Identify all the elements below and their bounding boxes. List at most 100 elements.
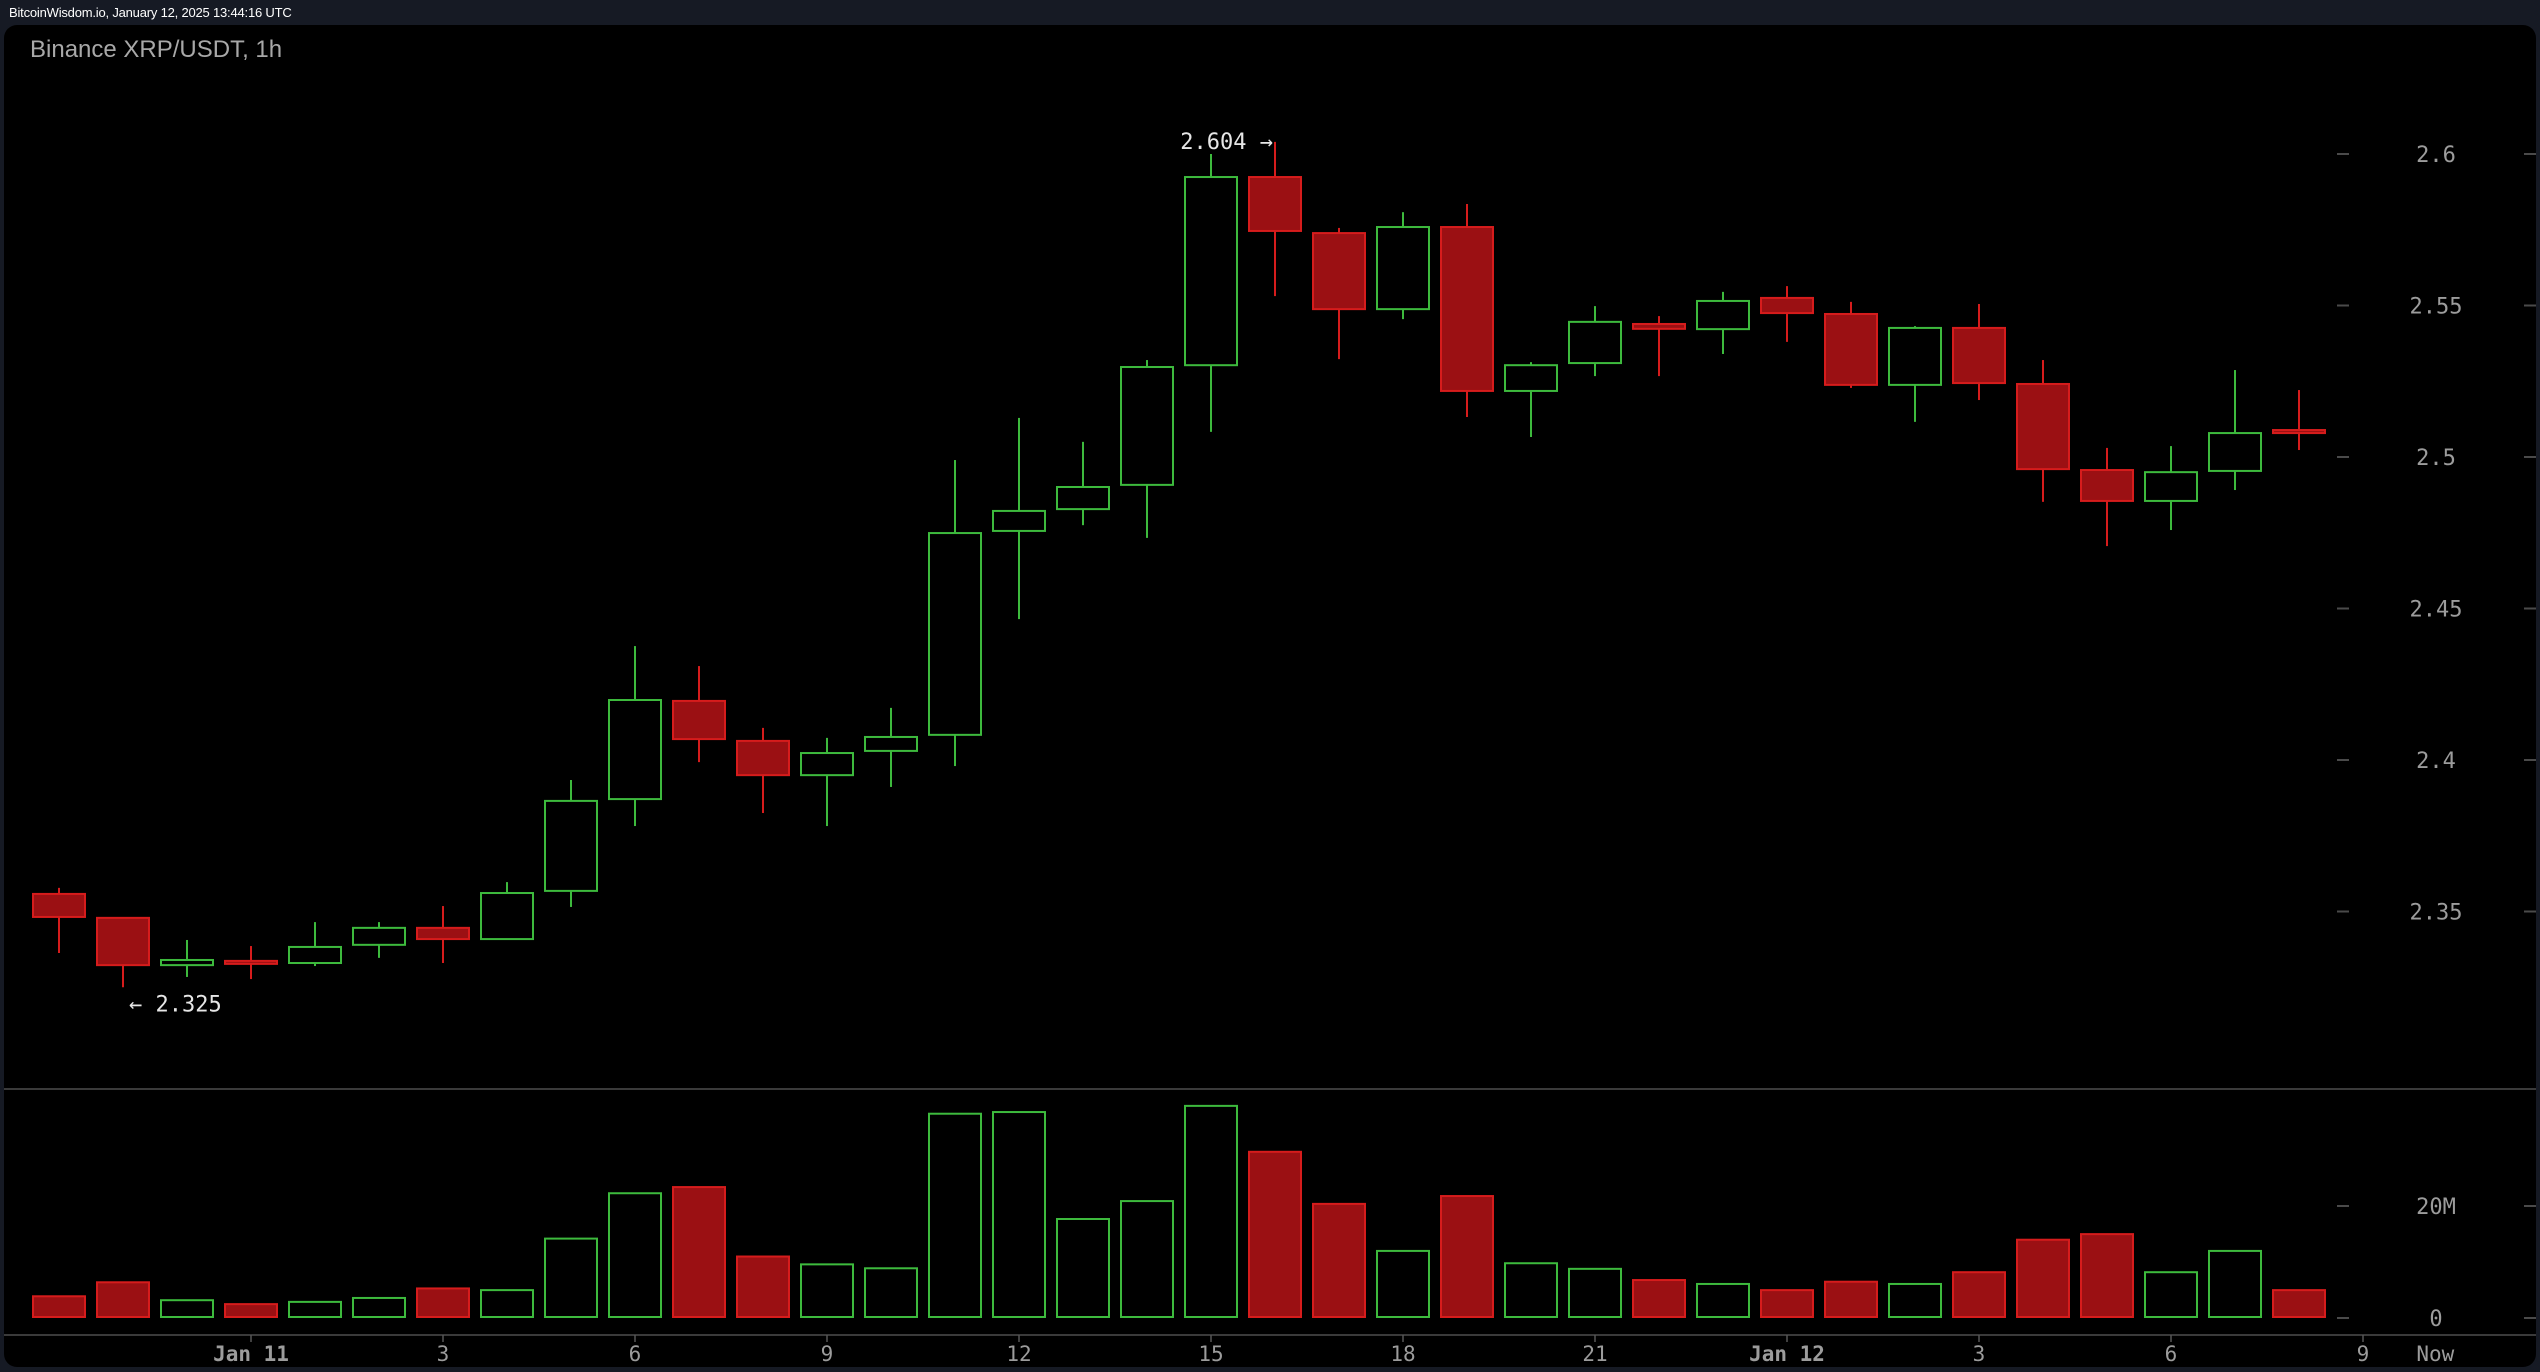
volume-bar-up — [352, 1296, 406, 1318]
volume-bars-layer — [32, 1104, 2326, 1319]
candle-down — [1312, 227, 1366, 360]
candle-down — [1760, 286, 1814, 342]
time-tick-label: 9 — [2357, 1342, 2370, 1366]
candle-down — [736, 727, 790, 814]
candle-down — [1632, 316, 1686, 377]
volume-bar-up — [1120, 1200, 1174, 1318]
volume-bar-down — [1632, 1279, 1686, 1319]
candle-up — [992, 417, 1046, 620]
candle-up — [1376, 212, 1430, 320]
time-tick-label: 6 — [629, 1342, 642, 1366]
candle-up — [1120, 360, 1174, 538]
volume-bar-up — [1504, 1262, 1558, 1318]
time-tick-label: 3 — [1973, 1342, 1986, 1366]
time-axis: Jan 11 3 6 9 12 15 18 21 Jan 12 3 6 9 Now — [213, 1335, 2455, 1366]
candle-body — [224, 959, 278, 965]
top-bar: BitcoinWisdom.io, January 12, 2025 13:44… — [0, 0, 2540, 25]
volume-axis: 0 20M — [2337, 1195, 2536, 1332]
candle-body — [992, 509, 1046, 532]
time-tick-label: Jan 11 — [213, 1342, 289, 1366]
candle-down — [1440, 203, 1494, 418]
candle-body — [1184, 176, 1238, 367]
time-tick-label: 9 — [821, 1342, 834, 1366]
candle-body — [544, 799, 598, 892]
candle-down — [32, 887, 86, 954]
volume-bar-up — [288, 1300, 342, 1319]
volume-bar-down — [2272, 1289, 2326, 1318]
price-tick-label: 2.5 — [2416, 446, 2456, 471]
volume-bar-down — [416, 1287, 470, 1318]
candle-body — [96, 916, 150, 967]
volume-bar-up — [544, 1237, 598, 1318]
candle-down — [416, 906, 470, 964]
candles-layer — [32, 141, 2326, 988]
volume-bar-down — [1760, 1289, 1814, 1318]
candlestick-chart[interactable]: 2.35 2.4 2.45 2.5 2.55 2.6 0 20M Jan 11 3 6 9 12 15… — [4, 25, 2536, 1367]
candle-body — [1440, 226, 1494, 392]
volume-bar-up — [1376, 1249, 1430, 1319]
candle-body — [2016, 382, 2070, 471]
candle-up — [1696, 291, 1750, 354]
time-tick-label: 6 — [2165, 1342, 2178, 1366]
candle-body — [1312, 232, 1366, 311]
candle-body — [608, 699, 662, 801]
candle-body — [2144, 471, 2198, 502]
volume-bar-down — [1440, 1195, 1494, 1319]
source-timestamp: BitcoinWisdom.io, January 12, 2025 13:44… — [9, 5, 292, 20]
candle-body — [2272, 429, 2326, 435]
candle-down — [224, 946, 278, 980]
volume-bar-down — [96, 1281, 150, 1319]
candle-down — [96, 916, 150, 988]
candle-up — [544, 779, 598, 907]
time-tick-label: Now — [2416, 1342, 2454, 1366]
candle-body — [1952, 326, 2006, 385]
price-axis: 2.35 2.4 2.45 2.5 2.55 2.6 — [2337, 143, 2536, 926]
candle-body — [672, 699, 726, 741]
volume-bar-up — [1568, 1267, 1622, 1318]
candle-body — [480, 892, 534, 941]
volume-bar-up — [1184, 1104, 1238, 1318]
candle-body — [1760, 296, 1814, 315]
candle-up — [1568, 306, 1622, 377]
candle-up — [928, 460, 982, 767]
candle-body — [1696, 299, 1750, 331]
candle-up — [288, 922, 342, 967]
candle-down — [672, 666, 726, 763]
volume-bar-down — [1824, 1280, 1878, 1318]
candle-up — [1888, 326, 1942, 422]
candle-body — [1632, 322, 1686, 330]
candle-body — [1504, 364, 1558, 392]
candle-up — [352, 922, 406, 958]
candle-body — [1376, 226, 1430, 311]
candle-down — [2016, 360, 2070, 502]
candle-down — [2080, 447, 2134, 547]
candle-body — [416, 926, 470, 941]
volume-bar-up — [608, 1192, 662, 1318]
candle-body — [864, 735, 918, 752]
candle-body — [1824, 312, 1878, 386]
volume-bar-down — [2080, 1233, 2134, 1318]
price-tick-label: 2.45 — [2410, 598, 2463, 623]
price-tick-label: 2.35 — [2410, 901, 2463, 926]
volume-bar-down — [32, 1295, 86, 1319]
time-tick-label: 18 — [1390, 1342, 1415, 1366]
volume-bar-up — [2208, 1249, 2262, 1319]
volume-bar-up — [1888, 1282, 1942, 1318]
price-tick-label: 2.4 — [2416, 749, 2456, 774]
volume-bar-up — [2144, 1271, 2198, 1318]
volume-bar-down — [736, 1255, 790, 1319]
time-tick-label: 3 — [437, 1342, 450, 1366]
candle-body — [1056, 485, 1110, 511]
candle-body — [1568, 320, 1622, 365]
time-tick-label: 15 — [1198, 1342, 1223, 1366]
candle-body — [928, 532, 982, 736]
time-tick-label: 21 — [1582, 1342, 1607, 1366]
volume-bar-down — [1248, 1150, 1302, 1319]
volume-bar-down — [1952, 1271, 2006, 1318]
candle-body — [32, 892, 86, 918]
volume-bar-up — [160, 1299, 214, 1318]
volume-tick-label: 20M — [2416, 1195, 2456, 1220]
volume-bar-down — [672, 1186, 726, 1318]
candle-down — [1952, 303, 2006, 401]
candle-up — [480, 882, 534, 941]
